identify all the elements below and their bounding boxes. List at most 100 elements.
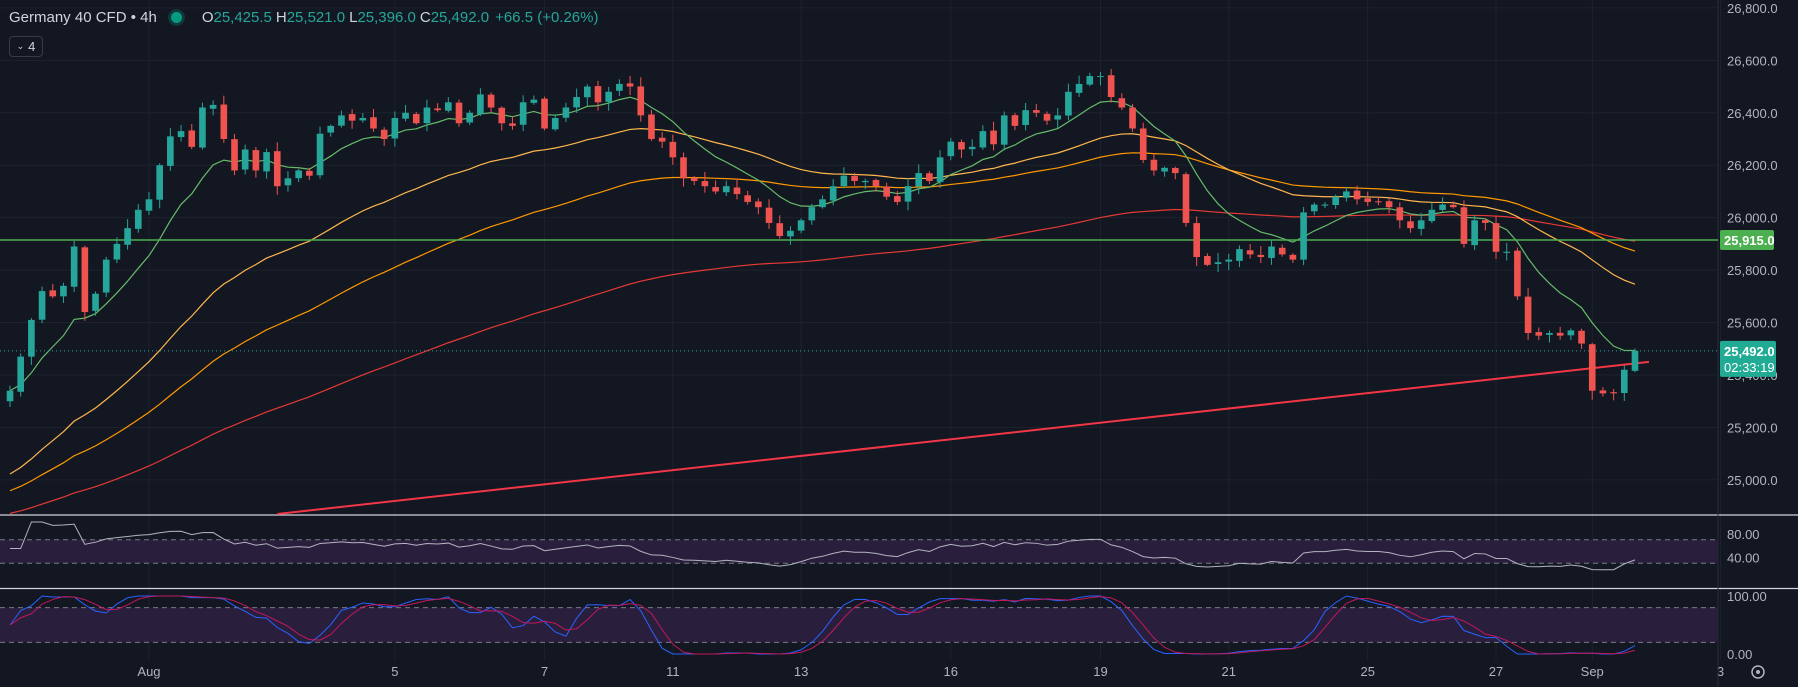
candle-body — [124, 228, 131, 245]
candle-body — [1086, 76, 1094, 85]
candle-body — [402, 112, 409, 119]
symbol-title[interactable]: Germany 40 CFD • 4h — [9, 9, 157, 26]
x-tick-label: Aug — [137, 664, 160, 679]
candle-body — [541, 98, 548, 129]
bar-countdown-label: 02:33:19 — [1724, 360, 1775, 375]
candle-body — [1321, 204, 1329, 206]
x-tick-label: 27 — [1489, 664, 1503, 679]
candle-body — [263, 152, 270, 172]
candle-body — [1011, 115, 1019, 126]
candle-body — [926, 173, 933, 181]
candle-body — [1556, 332, 1564, 336]
x-tick-label: 3 — [1717, 664, 1724, 679]
candle-body — [883, 186, 890, 197]
candle-body — [209, 104, 217, 109]
candle-body — [252, 150, 260, 171]
candle-body — [968, 146, 976, 150]
stochastic-k-line — [9, 595, 1636, 655]
candle-body — [1065, 91, 1072, 116]
candle-body — [49, 290, 57, 297]
candle-body — [92, 293, 99, 311]
candle-body — [1246, 250, 1254, 255]
stochastic-axis-label: 100.00 — [1727, 589, 1767, 604]
candle-body — [648, 114, 655, 139]
candle-body — [1449, 204, 1457, 208]
candle-body — [872, 180, 880, 187]
candle-body — [177, 131, 185, 138]
candle-body — [412, 113, 420, 124]
candle-body — [1214, 262, 1222, 264]
candle-body — [1225, 259, 1233, 262]
candle-body — [1278, 247, 1286, 255]
open-label: O — [201, 9, 214, 26]
candle-body — [338, 115, 345, 126]
candle-body — [455, 102, 463, 124]
candle-body — [1343, 191, 1350, 198]
stochastic-d-line — [9, 595, 1636, 655]
candle-body — [701, 181, 709, 187]
candle-body — [306, 170, 313, 176]
candle-body — [626, 83, 634, 87]
last-price-badge — [1720, 340, 1776, 377]
candle-body — [733, 187, 741, 195]
ema-long-line — [9, 208, 1636, 514]
ema-slow-line — [9, 152, 1636, 492]
candle-body — [573, 97, 580, 108]
candle-body — [797, 220, 805, 231]
candle-body — [1353, 190, 1361, 200]
candle-body — [1139, 128, 1147, 160]
indicators-toggle-button[interactable]: ⌄ 4 — [9, 36, 43, 57]
candle-body — [915, 173, 923, 187]
candle-body — [167, 136, 174, 166]
candle-body — [1524, 296, 1532, 334]
open-value: 25,425.5 — [213, 9, 272, 26]
candle-body — [1514, 250, 1521, 297]
candle-body — [530, 99, 538, 103]
candle-body — [284, 178, 292, 186]
candle-body — [370, 117, 377, 129]
rsi-axis-label: 80.00 — [1727, 527, 1760, 542]
candle-body — [712, 187, 719, 192]
candle-body — [829, 186, 837, 201]
candle-body — [1022, 110, 1029, 126]
candle-body — [359, 118, 367, 121]
high-label: H — [275, 9, 287, 26]
candle-body — [1268, 246, 1275, 258]
candle-body — [28, 319, 35, 357]
candle-body — [744, 195, 751, 202]
candle-body — [1310, 204, 1318, 212]
symbol-legend: Germany 40 CFD • 4h O 25,425.5 H 25,521.0 … — [9, 9, 598, 26]
settings-gear-icon[interactable] — [1751, 665, 1765, 679]
x-tick-label: 5 — [391, 664, 398, 679]
candle-body — [765, 207, 773, 223]
candle-body — [498, 107, 506, 124]
candle-body — [1107, 75, 1115, 98]
candle-body — [231, 139, 238, 171]
candle-body — [1482, 220, 1489, 223]
candle-body — [894, 196, 901, 202]
candle-body — [861, 180, 869, 183]
candle-body — [1546, 333, 1553, 335]
gear-hub — [1756, 670, 1760, 674]
candle-body — [445, 102, 452, 111]
x-tick-label: Sep — [1581, 664, 1604, 679]
x-tick-label: 25 — [1360, 664, 1374, 679]
candle-body — [60, 285, 67, 297]
stochastic-axis-label: 0.00 — [1727, 647, 1752, 662]
candle-body — [936, 157, 944, 182]
candle-body — [1567, 330, 1575, 336]
x-tick-label: 16 — [944, 664, 958, 679]
indicator-count: 4 — [28, 39, 36, 54]
candle-body — [477, 94, 484, 115]
candle-body — [669, 141, 677, 158]
candle-body — [1375, 201, 1382, 203]
candle-body — [423, 107, 431, 124]
candle-body — [958, 142, 965, 150]
candle-body — [1075, 83, 1083, 93]
candle-body — [904, 186, 912, 202]
candle-body — [38, 291, 46, 320]
candle-body — [1257, 254, 1265, 257]
candle-body — [1043, 113, 1051, 121]
level-price-badge — [1720, 229, 1774, 250]
